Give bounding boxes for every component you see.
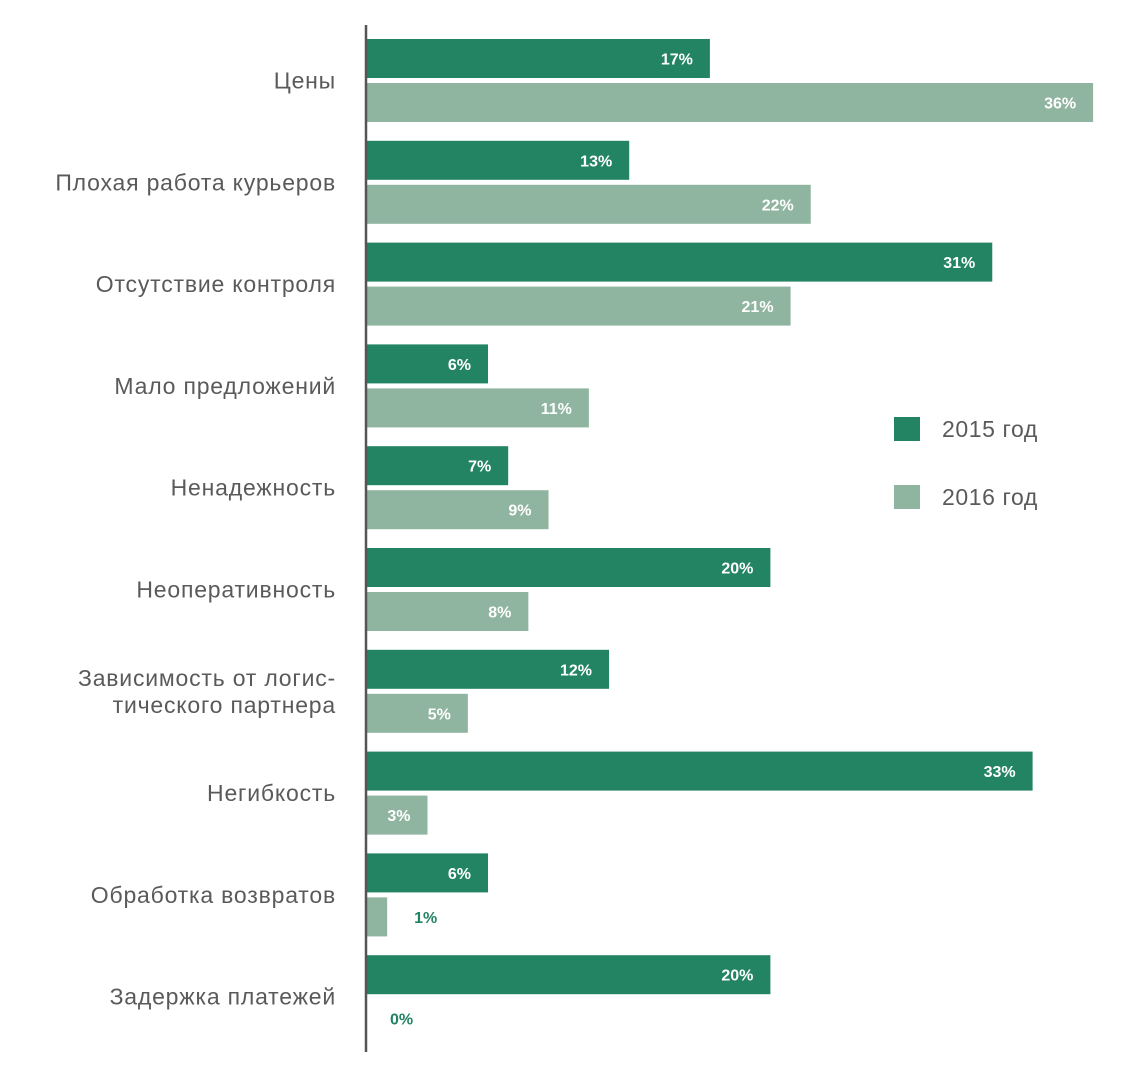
bar-value-label-2015-9: 20% [721,968,753,985]
bar-value-label-2016-0: 36% [1044,96,1076,113]
bar-value-label-2016-1: 22% [762,197,794,214]
bar-value-label-2015-4: 7% [468,459,491,476]
bar-2015-2 [367,242,993,282]
bar-value-label-2016-6: 5% [428,706,451,723]
legend-swatch-2015 [894,417,920,441]
bar-2016-6 [367,693,468,733]
bar-2016-7 [367,795,428,835]
bar-2015-5 [367,548,771,587]
bar-2015-4 [367,446,509,486]
bar-2015-6 [367,649,610,689]
bar-value-label-2015-7: 33% [984,764,1016,781]
category-label-4: Ненадежность [171,475,336,501]
bar-value-label-2016-5: 8% [488,605,511,622]
bar-value-label-2016-9: 0% [390,1012,413,1029]
bar-value-label-2016-7: 3% [387,808,410,825]
bar-2015-9 [367,955,771,995]
category-label-6: Зависимость от логис-тического партнера [78,665,336,718]
bar-2016-0 [367,83,1094,122]
bar-value-label-2016-4: 9% [508,503,531,520]
bar-value-label-2015-5: 20% [721,561,753,578]
bar-value-label-2015-3: 6% [448,357,471,374]
bar-2015-8 [367,853,489,893]
bar-value-label-2015-6: 12% [560,662,592,679]
bar-2016-8 [367,897,388,937]
bar-value-label-2015-8: 6% [448,866,471,883]
bar-value-label-2016-3: 11% [541,401,572,418]
bar-value-label-2016-8: 1% [414,910,437,927]
bar-2016-2 [367,286,791,326]
category-label-3: Мало предложений [114,373,336,399]
bar-value-label-2015-1: 13% [580,153,612,170]
category-label-7: Негибкость [207,780,336,806]
bar-value-label-2016-2: 21% [742,299,774,316]
bar-2016-1 [367,184,811,224]
category-label-1: Плохая работа курьеров [55,169,336,195]
category-label-0: Цены [274,68,336,94]
bar-2016-5 [367,592,529,631]
category-label-9: Задержка платежей [110,984,336,1010]
legend: 2015 год 2016 год [894,416,1038,510]
legend-label-2016: 2016 год [942,484,1038,510]
bar-value-label-2015-0: 17% [661,52,693,69]
bar-2016-4 [367,490,549,530]
bar-2015-0 [367,39,710,78]
bars-layer: 17% 36% 13% 22% 31% 21% 6% 11% 7% 9% 20% 8% 12% 5% 33%… [367,39,1094,1029]
bar-2015-1 [367,140,630,180]
legend-swatch-2016 [894,485,920,509]
bar-2016-3 [367,388,589,428]
category-labels-layer: Цены Плохая работа курьеров Отсутствие кон… [55,68,336,1010]
bar-2015-7 [367,751,1033,791]
category-label-8: Обработка возвратов [91,882,336,908]
bar-2015-3 [367,344,489,384]
bar-value-label-2015-2: 31% [943,255,975,272]
legend-label-2015: 2015 год [942,416,1038,442]
category-label-2: Отсутствие контроля [96,271,336,297]
category-label-5: Неоперативность [136,577,336,603]
